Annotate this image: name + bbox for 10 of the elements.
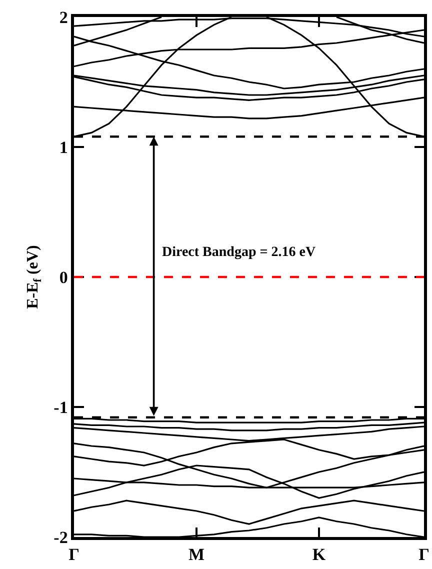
x-tick-label: Γ	[68, 545, 80, 564]
x-tick-label: M	[188, 545, 205, 564]
x-tick-label: Γ	[418, 545, 430, 564]
y-tick-label: 1	[59, 138, 68, 157]
x-tick-label: K	[312, 545, 326, 564]
y-tick-label: 2	[59, 8, 68, 27]
y-tick-label: -1	[54, 398, 68, 417]
y-tick-label: -2	[54, 528, 68, 547]
annotation: Direct Bandgap = 2.16 eV	[162, 245, 316, 260]
y-tick-label: 0	[59, 268, 68, 287]
